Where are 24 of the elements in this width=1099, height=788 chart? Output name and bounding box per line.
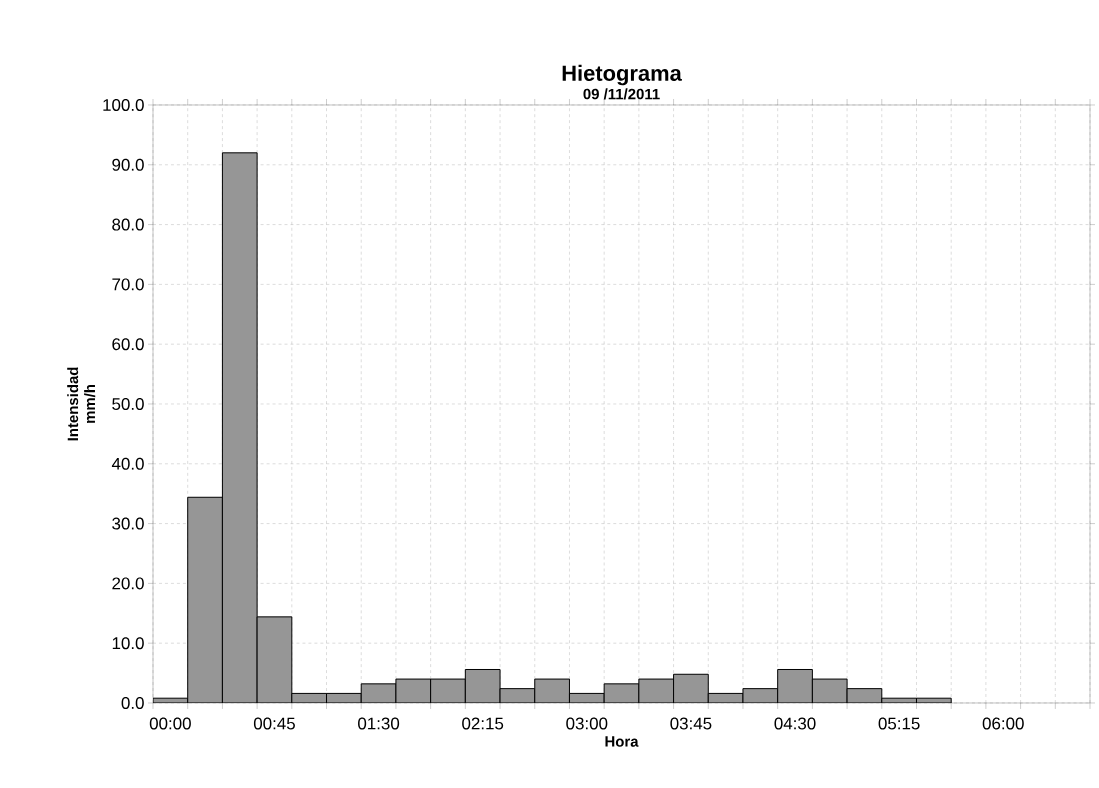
y-tick-label: 50.0 (112, 397, 144, 410)
y-tick-label: 60.0 (112, 338, 144, 351)
x-tick-label: 00:00 (149, 717, 191, 730)
y-tick-label: 40.0 (111, 457, 144, 470)
y-tick-label: 20.0 (112, 577, 144, 590)
y-axis-title: Intensidad mm/h (67, 367, 96, 441)
x-tick-label: 05:15 (878, 717, 920, 730)
y-tick-label: 100.0 (103, 98, 144, 111)
x-tick-label: 06:00 (982, 717, 1024, 730)
x-tick-label: 04:30 (774, 717, 816, 730)
chart-subtitle: 09 /11/2011 (583, 88, 660, 100)
x-tick-label: 03:00 (566, 717, 608, 730)
y-tick-label: 0.0 (121, 696, 144, 709)
y-tick-label: 10.0 (112, 637, 144, 650)
x-tick-label: 01:30 (358, 717, 400, 730)
x-tick-label: 03:45 (670, 717, 712, 730)
y-tick-label: 30.0 (112, 517, 144, 530)
y-tick-label: 90.0 (112, 158, 144, 171)
x-tick-label: 02:15 (462, 717, 504, 730)
x-axis-title: Hora (605, 736, 639, 747)
chart-title: Hietograma (562, 64, 682, 86)
y-tick-label: 70.0 (112, 278, 144, 291)
x-tick-label: 00:45 (253, 717, 295, 730)
y-tick-label: 80.0 (112, 218, 144, 231)
